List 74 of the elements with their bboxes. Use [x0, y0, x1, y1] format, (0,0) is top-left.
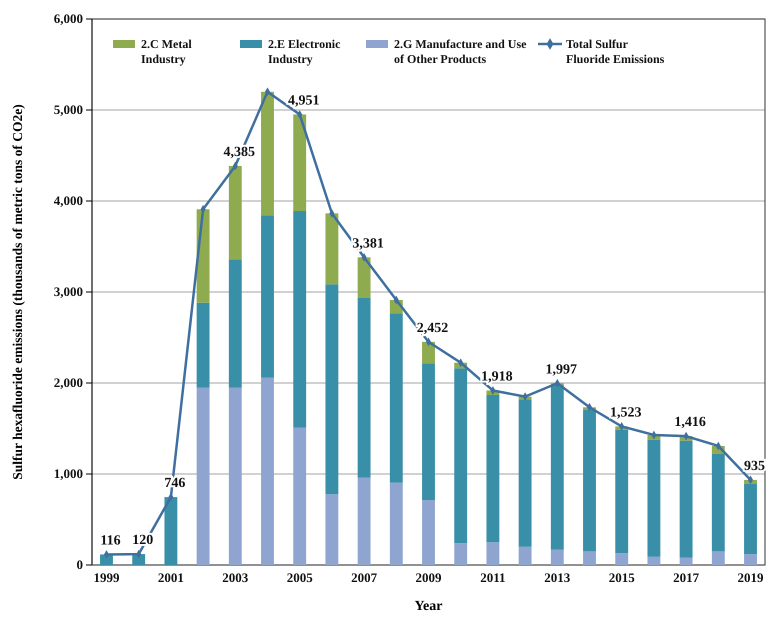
bar	[454, 543, 468, 565]
bar	[358, 298, 371, 478]
x-tick-label: 2013	[544, 570, 571, 586]
bar	[325, 213, 338, 284]
bar	[325, 494, 338, 565]
y-tick-label: 0	[76, 557, 83, 572]
bar	[712, 454, 725, 552]
bar	[390, 313, 403, 483]
data-label: 1,997	[546, 362, 578, 378]
x-tick-label: 2011	[480, 570, 506, 586]
y-tick-label: 2,000	[54, 375, 83, 390]
bar	[422, 363, 435, 500]
x-tick-label: 2007	[351, 570, 378, 586]
x-axis-title: Year	[414, 599, 442, 614]
x-tick-label: 2003	[222, 570, 249, 586]
bar	[486, 542, 500, 565]
x-tick-label: 2015	[608, 570, 636, 586]
bar	[293, 211, 306, 428]
y-tick-label: 4,000	[54, 193, 83, 208]
bar	[647, 556, 660, 565]
x-tick-label: 1999	[93, 570, 120, 586]
y-tick-label: 1,000	[54, 466, 83, 482]
bar	[358, 478, 371, 565]
bar	[228, 259, 242, 388]
bar	[293, 428, 306, 565]
bar	[744, 484, 757, 554]
bar	[293, 114, 306, 212]
bar	[680, 440, 693, 558]
data-label: 4,951	[288, 93, 320, 108]
bar	[196, 388, 210, 565]
bar	[228, 388, 242, 565]
bar	[454, 368, 468, 544]
bar	[261, 378, 274, 565]
data-label: 935	[744, 458, 766, 474]
legend-label: 2.E Electronic Industry	[268, 37, 342, 66]
bar	[583, 551, 596, 565]
data-label: 1,523	[610, 405, 642, 420]
bar	[196, 302, 210, 388]
bar	[744, 554, 757, 565]
bar	[422, 500, 435, 565]
bar	[261, 216, 274, 378]
bar	[325, 284, 338, 494]
bar	[550, 384, 564, 550]
bar	[583, 410, 596, 552]
legend-label: 2.C Metal Industry	[141, 37, 192, 66]
bar	[486, 395, 500, 542]
legend-label: 2.G Manufacture and Use of Other Products	[394, 37, 528, 66]
x-tick-label: 2017	[673, 570, 700, 586]
bar	[712, 551, 725, 565]
data-label: 1,918	[481, 369, 513, 384]
bar	[261, 92, 274, 216]
bar	[518, 399, 532, 547]
bar	[390, 482, 403, 565]
legend-label: Total Sulfur Fluoride Emissions	[566, 37, 665, 66]
y-tick-label: 5,000	[54, 102, 83, 118]
bar	[164, 497, 178, 565]
bar	[422, 342, 435, 364]
data-label: 1,416	[674, 415, 706, 430]
bar	[615, 553, 628, 565]
bar	[680, 558, 693, 565]
bar	[647, 440, 660, 557]
bar	[615, 430, 628, 554]
x-tick-label: 2005	[286, 570, 314, 586]
bar	[518, 546, 532, 565]
bar	[550, 550, 564, 565]
x-tick-label: 2009	[416, 570, 442, 586]
data-label: 116	[100, 533, 121, 548]
bar	[228, 166, 242, 260]
y-axis-title: Sulfur hexafluoride emissions (thousands of metric tons of CO2e)	[10, 104, 25, 480]
y-tick-label: 6,000	[54, 11, 83, 26]
bar	[358, 257, 371, 298]
x-tick-label: 2019	[738, 570, 764, 586]
y-tick-label: 3,000	[54, 284, 83, 300]
x-tick-label: 2001	[158, 570, 184, 586]
